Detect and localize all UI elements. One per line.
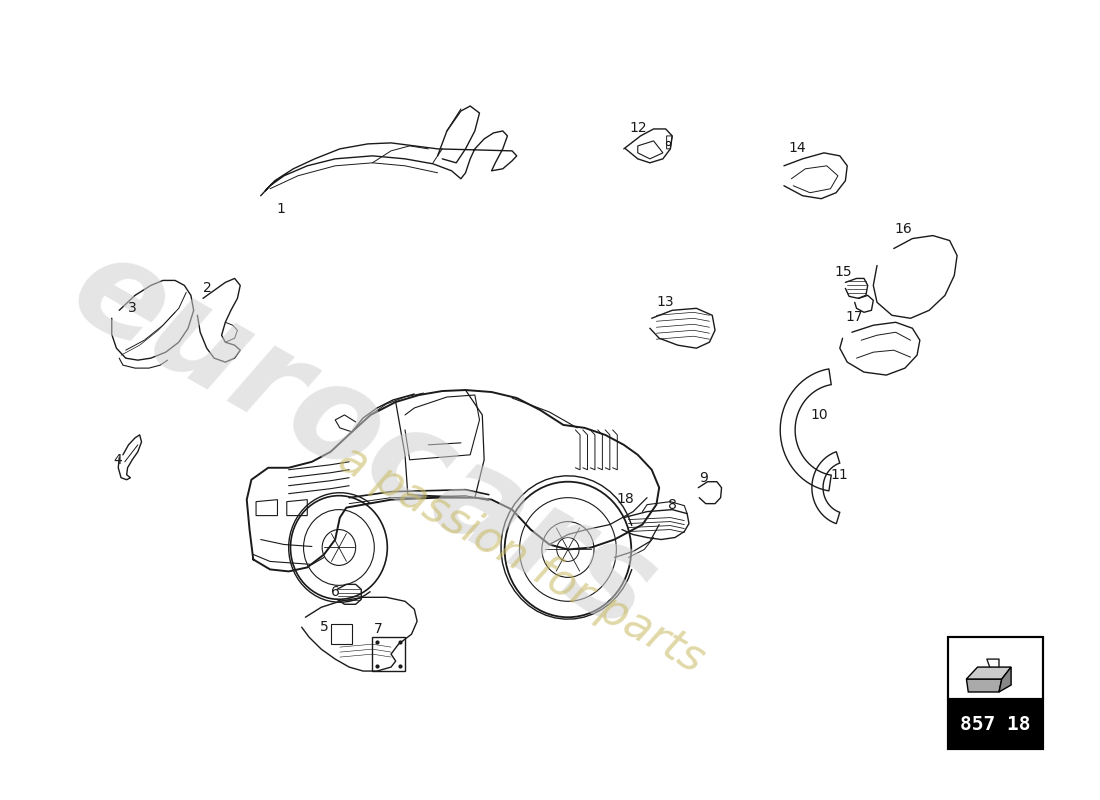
Text: 9: 9 [700, 470, 708, 485]
Bar [948, 637, 1043, 749]
Text: 8: 8 [668, 498, 676, 512]
Polygon shape [999, 667, 1011, 692]
Text: 18: 18 [617, 492, 635, 506]
Text: eurocars: eurocars [50, 222, 676, 658]
Text: 3: 3 [128, 302, 136, 315]
Text: 4: 4 [113, 453, 122, 466]
Bar [948, 698, 1043, 749]
Text: 1: 1 [277, 202, 286, 216]
Text: 2: 2 [204, 282, 212, 295]
Text: 7: 7 [374, 622, 383, 636]
Polygon shape [967, 667, 1011, 679]
Text: 15: 15 [835, 266, 852, 279]
Text: 6: 6 [331, 586, 340, 599]
Text: 13: 13 [657, 295, 674, 310]
Text: 14: 14 [789, 141, 806, 155]
Text: 10: 10 [811, 408, 828, 422]
Polygon shape [967, 679, 1002, 692]
Text: 17: 17 [846, 310, 864, 324]
Text: 11: 11 [830, 468, 849, 482]
Text: 857 18: 857 18 [960, 714, 1031, 734]
Text: 16: 16 [894, 222, 912, 235]
Text: 12: 12 [629, 121, 647, 135]
Bar [948, 637, 1043, 698]
Text: a passion for parts: a passion for parts [331, 437, 712, 682]
Text: 5: 5 [320, 620, 329, 634]
